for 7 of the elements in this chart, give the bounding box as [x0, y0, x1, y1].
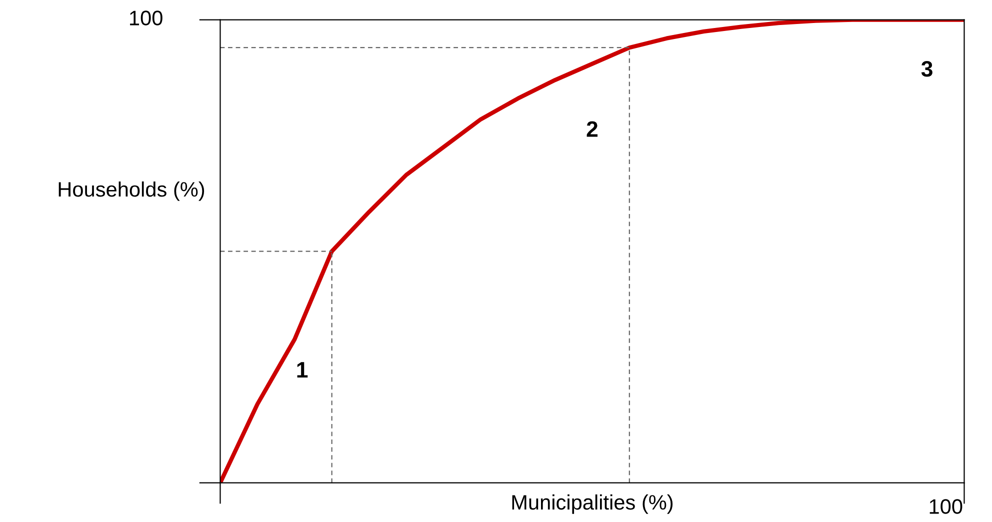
- annotation: 3: [921, 60, 932, 77]
- text: 100: [930, 499, 962, 514]
- text: 100: [130, 10, 162, 26]
- y-axis-title: Households (%): [58, 181, 204, 201]
- annotation: 1: [297, 362, 308, 378]
- annotation: 2: [586, 121, 598, 137]
- x-axis-title: Municipalities (%): [512, 494, 673, 514]
